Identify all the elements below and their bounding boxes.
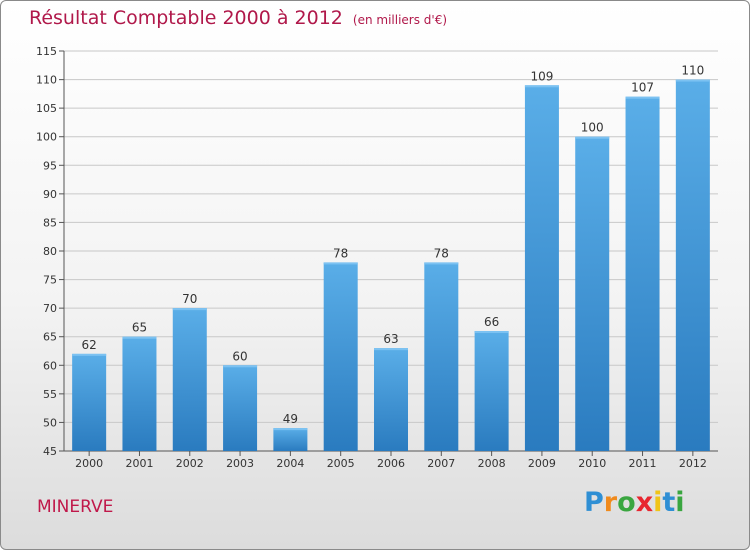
y-tick-label: 85 <box>43 216 57 229</box>
data-label-2007: 78 <box>434 246 449 260</box>
data-label-2001: 65 <box>132 321 147 335</box>
data-label-2010: 100 <box>581 121 604 135</box>
logo-letter: r <box>603 487 618 518</box>
bar-2012[interactable] <box>675 79 710 452</box>
bar-2003[interactable] <box>223 365 258 451</box>
bar-2010[interactable] <box>575 136 610 451</box>
bar-2002[interactable] <box>172 308 207 451</box>
bar-2004[interactable] <box>273 428 308 451</box>
y-tick-label: 80 <box>43 245 57 258</box>
bar-2011[interactable] <box>625 96 660 451</box>
location-name: MINERVE <box>37 497 114 517</box>
x-tick-label-2007: 2007 <box>427 457 455 470</box>
data-label-2012: 110 <box>681 64 704 78</box>
data-label-2002: 70 <box>182 292 197 306</box>
y-tick-label: 45 <box>43 445 57 458</box>
proxiti-logo[interactable]: Proxiti <box>584 487 685 518</box>
bar-highlight <box>374 348 408 351</box>
bar-2009[interactable] <box>524 85 559 452</box>
x-tick-label-2003: 2003 <box>226 457 254 470</box>
y-tick-label: 75 <box>43 274 57 287</box>
bar-2008[interactable] <box>474 331 509 451</box>
logo-letter: P <box>584 487 604 518</box>
bar-highlight <box>323 262 358 265</box>
data-label-2011: 107 <box>631 81 654 95</box>
data-label-2003: 60 <box>232 349 247 363</box>
y-tick-label: 65 <box>43 331 57 344</box>
y-tick-label: 115 <box>36 45 57 58</box>
y-tick-label: 60 <box>43 359 57 372</box>
data-label-2000: 62 <box>82 338 97 352</box>
bar-highlight <box>474 331 509 333</box>
x-tick-label-2005: 2005 <box>327 457 355 470</box>
y-tick-label: 50 <box>43 416 57 429</box>
bar-highlight <box>172 308 207 311</box>
bar-2005[interactable] <box>323 262 358 451</box>
x-tick-label-2004: 2004 <box>276 457 304 470</box>
y-tick-label: 105 <box>36 102 57 115</box>
bar-highlight <box>72 353 107 356</box>
data-label-2004: 49 <box>283 412 298 426</box>
logo-letter: x <box>635 487 654 518</box>
y-tick-label: 55 <box>43 388 57 401</box>
labels: 62 65 70 60 49 78 63 78 66 109 100 107 110 <box>82 64 705 427</box>
logo-letter: t <box>662 487 676 518</box>
bar-highlight <box>273 428 308 431</box>
bar-highlight <box>625 96 660 99</box>
y-tick-label: 100 <box>36 131 57 144</box>
y-tick-label: 95 <box>43 159 57 172</box>
data-label-2009: 109 <box>530 69 553 83</box>
logo-letter: o <box>617 487 636 518</box>
bar-highlight <box>122 336 157 339</box>
title-text: Résultat Comptable 2000 à 2012 <box>29 7 343 29</box>
bars <box>72 79 710 452</box>
y-tick-label: 70 <box>43 302 57 315</box>
x-tick-label-2011: 2011 <box>629 457 657 470</box>
x-tick-label-2002: 2002 <box>176 457 204 470</box>
bar-2001[interactable] <box>122 336 157 451</box>
bar-highlight <box>223 365 258 368</box>
bar-2000[interactable] <box>72 353 107 451</box>
x-tick-label-2008: 2008 <box>478 457 506 470</box>
x-tick-label-2012: 2012 <box>679 457 707 470</box>
x-tick-label-2006: 2006 <box>377 457 405 470</box>
data-label-2005: 78 <box>333 246 348 260</box>
y-tick-label: 110 <box>36 74 57 87</box>
data-label-2006: 63 <box>383 332 398 346</box>
x-tick-label-2009: 2009 <box>528 457 556 470</box>
bar-2007[interactable] <box>424 262 459 451</box>
bar-highlight <box>575 136 610 139</box>
y-tick-label: 90 <box>43 188 57 201</box>
chart-subtitle: (en milliers d'€) <box>352 13 448 27</box>
bar-highlight <box>675 79 710 82</box>
bar-2006[interactable] <box>374 348 408 451</box>
x-tick-label-2001: 2001 <box>125 457 153 470</box>
logo-letter: i <box>653 487 663 518</box>
bar-highlight <box>424 262 459 265</box>
chart-title: Résultat Comptable 2000 à 2012 (en millie… <box>29 7 447 29</box>
bar-highlight <box>524 85 559 88</box>
logo-letter: i <box>675 487 685 518</box>
x-tick-label-2010: 2010 <box>578 457 606 470</box>
x-tick-label-2000: 2000 <box>75 457 103 470</box>
data-label-2008: 66 <box>484 315 499 329</box>
